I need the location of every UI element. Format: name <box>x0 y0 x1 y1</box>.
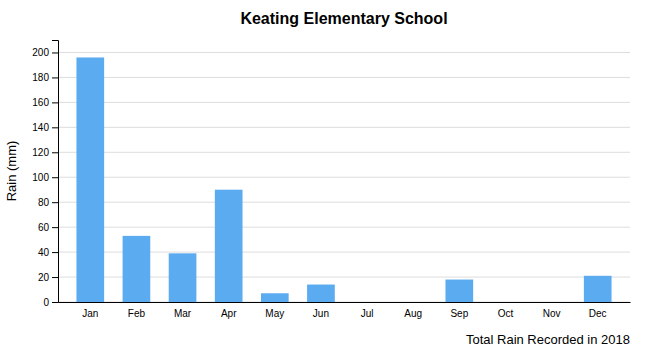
x-tick-label: May <box>265 308 284 319</box>
y-tick-line <box>52 202 58 203</box>
x-tick: Feb <box>128 302 146 319</box>
y-tick: 0 <box>43 297 58 308</box>
y-tick-label: 180 <box>32 72 49 83</box>
y-tick-label: 80 <box>38 197 50 208</box>
x-tick-label: Nov <box>543 308 561 319</box>
y-tick-label: 140 <box>32 122 49 133</box>
x-tick: Dec <box>589 302 607 319</box>
y-tick: 160 <box>32 97 58 108</box>
x-tick-label: Jun <box>313 308 329 319</box>
y-tick-line <box>52 127 58 128</box>
x-tick-label: Dec <box>589 308 607 319</box>
y-tick: 180 <box>32 72 58 83</box>
x-tick-label: Feb <box>128 308 146 319</box>
y-tick-label: 100 <box>32 172 49 183</box>
y-tick-label: 40 <box>38 247 50 258</box>
bar <box>399 302 427 303</box>
bar <box>307 285 335 302</box>
y-tick: 200 <box>32 47 58 58</box>
x-axis-title: Total Rain Recorded in 2018 <box>466 332 630 347</box>
y-tick-label: 20 <box>38 272 50 283</box>
x-tick: Aug <box>404 302 422 319</box>
y-tick: 120 <box>32 147 58 158</box>
bar <box>538 302 566 303</box>
x-tick: Sep <box>450 302 468 319</box>
x-tick-label: Apr <box>221 308 237 319</box>
title: Keating Elementary School <box>240 10 447 27</box>
y-tick-line <box>52 152 58 153</box>
y-tick-line <box>52 277 58 278</box>
x-tick-label: Sep <box>450 308 468 319</box>
grid-line <box>58 202 630 203</box>
y-tick: 20 <box>38 272 58 283</box>
x-tick: Jan <box>82 302 98 319</box>
y-tick: 60 <box>38 222 58 233</box>
y-tick-line <box>52 102 58 103</box>
bar <box>261 293 289 302</box>
x-axis-line <box>59 302 631 303</box>
bar <box>353 302 381 303</box>
y-tick-line <box>52 52 58 53</box>
y-tick-label: 0 <box>43 297 49 308</box>
grid-line <box>58 102 630 103</box>
x-tick: Nov <box>543 302 561 319</box>
x-tick: Jun <box>313 302 329 319</box>
bar <box>492 302 520 303</box>
y-axis: 0 20 40 60 80 100 120 140 160 180 200 <box>32 41 58 308</box>
x-tick: Mar <box>174 302 192 319</box>
y-tick-label: 120 <box>32 147 49 158</box>
y-axis-line <box>52 41 59 303</box>
y-tick: 40 <box>38 247 58 258</box>
grid-line <box>58 227 630 228</box>
x-tick: May <box>265 302 284 319</box>
grid-line <box>58 127 630 128</box>
x-tick-label: Mar <box>174 308 192 319</box>
y-tick-line <box>52 302 58 303</box>
bar <box>169 253 197 302</box>
chart: Jan Feb Mar Apr May Jun Jul Aug Sep Oct Nov Dec 0 20 4… <box>0 0 650 360</box>
grid-line <box>58 77 630 78</box>
x-tick: Oct <box>498 302 514 319</box>
y-tick-label: 200 <box>32 47 49 58</box>
plot: Jan Feb Mar Apr May Jun Jul Aug Sep Oct Nov Dec 0 20 4… <box>32 41 630 320</box>
x-tick-label: Jan <box>82 308 98 319</box>
x-tick-label: Oct <box>498 308 514 319</box>
grid-line <box>58 152 630 153</box>
y-tick-label: 160 <box>32 97 49 108</box>
grid <box>58 52 630 302</box>
bar <box>445 280 473 302</box>
bar <box>215 190 243 302</box>
y-tick-line <box>52 77 58 78</box>
bars <box>76 57 611 302</box>
x-tick: Apr <box>221 302 237 319</box>
bar <box>584 276 612 302</box>
x-axis: Jan Feb Mar Apr May Jun Jul Aug Sep Oct Nov Dec <box>59 302 631 319</box>
bar <box>123 236 151 302</box>
x-tick: Jul <box>361 302 374 319</box>
y-tick-line <box>52 177 58 178</box>
y-tick: 100 <box>32 172 58 183</box>
y-axis-title: Rain (mm) <box>4 141 19 202</box>
x-tick-label: Aug <box>404 308 422 319</box>
bar <box>76 57 104 302</box>
y-tick: 80 <box>38 197 58 208</box>
y-tick: 140 <box>32 122 58 133</box>
grid-line <box>58 177 630 178</box>
y-tick-line <box>52 252 58 253</box>
y-tick-label: 60 <box>38 222 50 233</box>
y-tick-line <box>52 227 58 228</box>
x-tick-label: Jul <box>361 308 374 319</box>
grid-line <box>58 52 630 53</box>
